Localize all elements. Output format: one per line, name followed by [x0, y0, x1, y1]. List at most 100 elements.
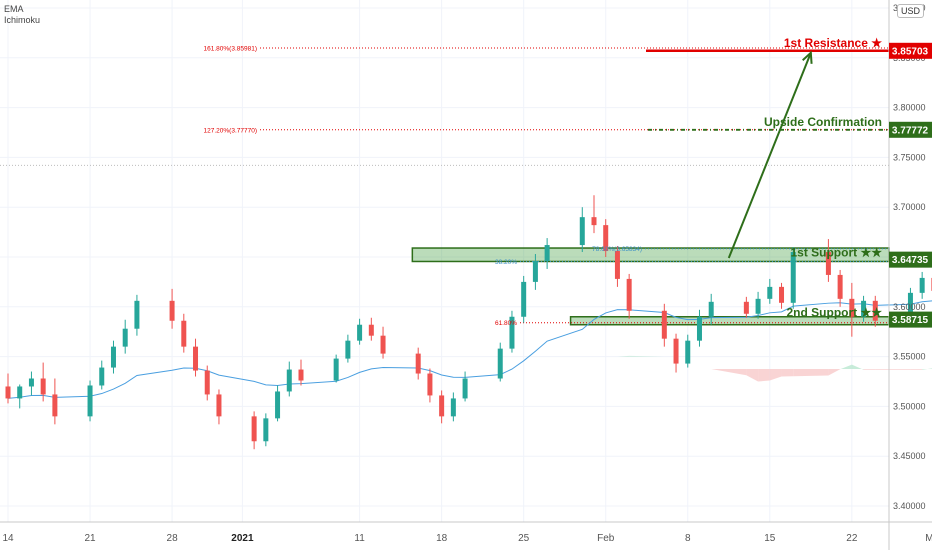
candle-body [357, 324, 363, 341]
candle-body [368, 324, 374, 336]
cloud-segment [781, 369, 794, 377]
projection-line [727, 52, 812, 259]
price-levels [0, 47, 889, 324]
candle [696, 309, 702, 347]
candle-body [134, 300, 140, 329]
candle-body [333, 358, 339, 381]
candle [204, 365, 210, 401]
price-badge-text: 3.58715 [892, 315, 929, 326]
candle [755, 291, 761, 319]
price-badge-bg [889, 42, 932, 59]
time-tick-label: Feb [597, 533, 615, 544]
candle [450, 392, 456, 422]
candle-body [755, 298, 761, 314]
candle [333, 354, 339, 383]
candle-body [99, 367, 105, 386]
candle [5, 373, 11, 404]
candle [99, 360, 105, 390]
time-tick-label: 14 [2, 533, 14, 544]
cloud-segment [910, 369, 923, 370]
cloud-segment [617, 355, 630, 357]
candle-body [521, 281, 527, 317]
candle [673, 333, 679, 373]
cloud-segment [863, 369, 876, 370]
candle-body [439, 395, 445, 417]
candle [110, 340, 116, 374]
level-label: 2nd Support ★★ [786, 306, 882, 320]
candle [193, 338, 199, 377]
time-tick-label: 22 [846, 533, 858, 544]
candle-body [872, 300, 878, 321]
candle [767, 278, 773, 304]
candle-body [614, 251, 620, 279]
currency-button[interactable]: USD [896, 4, 924, 18]
level-labels: 1st Resistance ★ Upside Confirmation 1st S… [764, 36, 882, 320]
ema-path [7, 300, 932, 399]
candle-body [286, 369, 292, 392]
candle [626, 273, 632, 319]
candle [462, 371, 468, 402]
candle-body [837, 274, 843, 299]
candle [708, 293, 714, 325]
candle [380, 326, 386, 359]
candle-body [708, 301, 714, 317]
candle [181, 313, 187, 353]
candle [216, 389, 222, 425]
candle [298, 359, 304, 386]
ema-indicator-label[interactable]: EMA [4, 4, 24, 14]
candle-body [204, 370, 210, 395]
candle [28, 371, 34, 396]
candle-body [40, 378, 46, 395]
candle-body [603, 225, 609, 252]
price-tick-label: 3.60000 [893, 302, 926, 312]
cloud-segment [828, 369, 841, 376]
cloud-segment [711, 369, 747, 376]
candle-body [861, 300, 867, 317]
fibonacci-labels: 161.80%(3.85981) 127.20%(3.77770) 78.60%(3… [204, 46, 643, 328]
price-badge-bg [889, 121, 932, 138]
price-badge-text: 3.85703 [892, 46, 929, 57]
candle-body [275, 391, 281, 419]
cloud-segment [922, 368, 932, 370]
candle [415, 347, 421, 380]
candle-body [87, 385, 93, 417]
fib-label: 38.20% [495, 259, 517, 266]
candle [685, 334, 691, 368]
price-badge: 3.58715 [889, 311, 932, 328]
fib-label: 127.20%(3.77770) [204, 127, 258, 134]
cloud-segment [875, 369, 911, 370]
ichimoku-indicator-label[interactable]: Ichimoku [4, 15, 41, 25]
candle-body [110, 346, 116, 368]
candle-body [380, 335, 386, 354]
candle-body [907, 292, 913, 321]
candle-body [544, 245, 550, 261]
fib-label: 61.80% [495, 320, 517, 327]
candle [509, 310, 515, 353]
cloud-segment [746, 369, 759, 382]
ema-line [7, 300, 932, 399]
candle-body [298, 369, 304, 381]
candle [532, 254, 538, 290]
candles [5, 195, 932, 450]
time-axis[interactable]: 14 21 28 2021 11 18 25 Feb 8 15 22 Mar [2, 533, 932, 544]
candle [614, 246, 620, 287]
candle [591, 195, 597, 234]
candle [122, 319, 128, 354]
time-tick-label: 25 [518, 533, 530, 544]
price-tick-label: 3.55000 [893, 352, 926, 362]
candle-body [696, 316, 702, 341]
cloud-segment [769, 369, 782, 381]
candle-body [28, 378, 34, 387]
candle [603, 219, 609, 257]
candle-body [767, 286, 773, 299]
level-label: 1st Resistance ★ [784, 36, 882, 50]
candle [825, 239, 831, 282]
time-tick-label: Mar [925, 533, 932, 544]
level-label: Upside Confirmation [764, 115, 882, 129]
candle-body [685, 340, 691, 364]
candle [661, 303, 667, 347]
level-label: 1st Support ★★ [790, 246, 882, 260]
price-badge-bg [889, 251, 932, 268]
fib-label: 78.60%(3.65834) [592, 246, 642, 253]
